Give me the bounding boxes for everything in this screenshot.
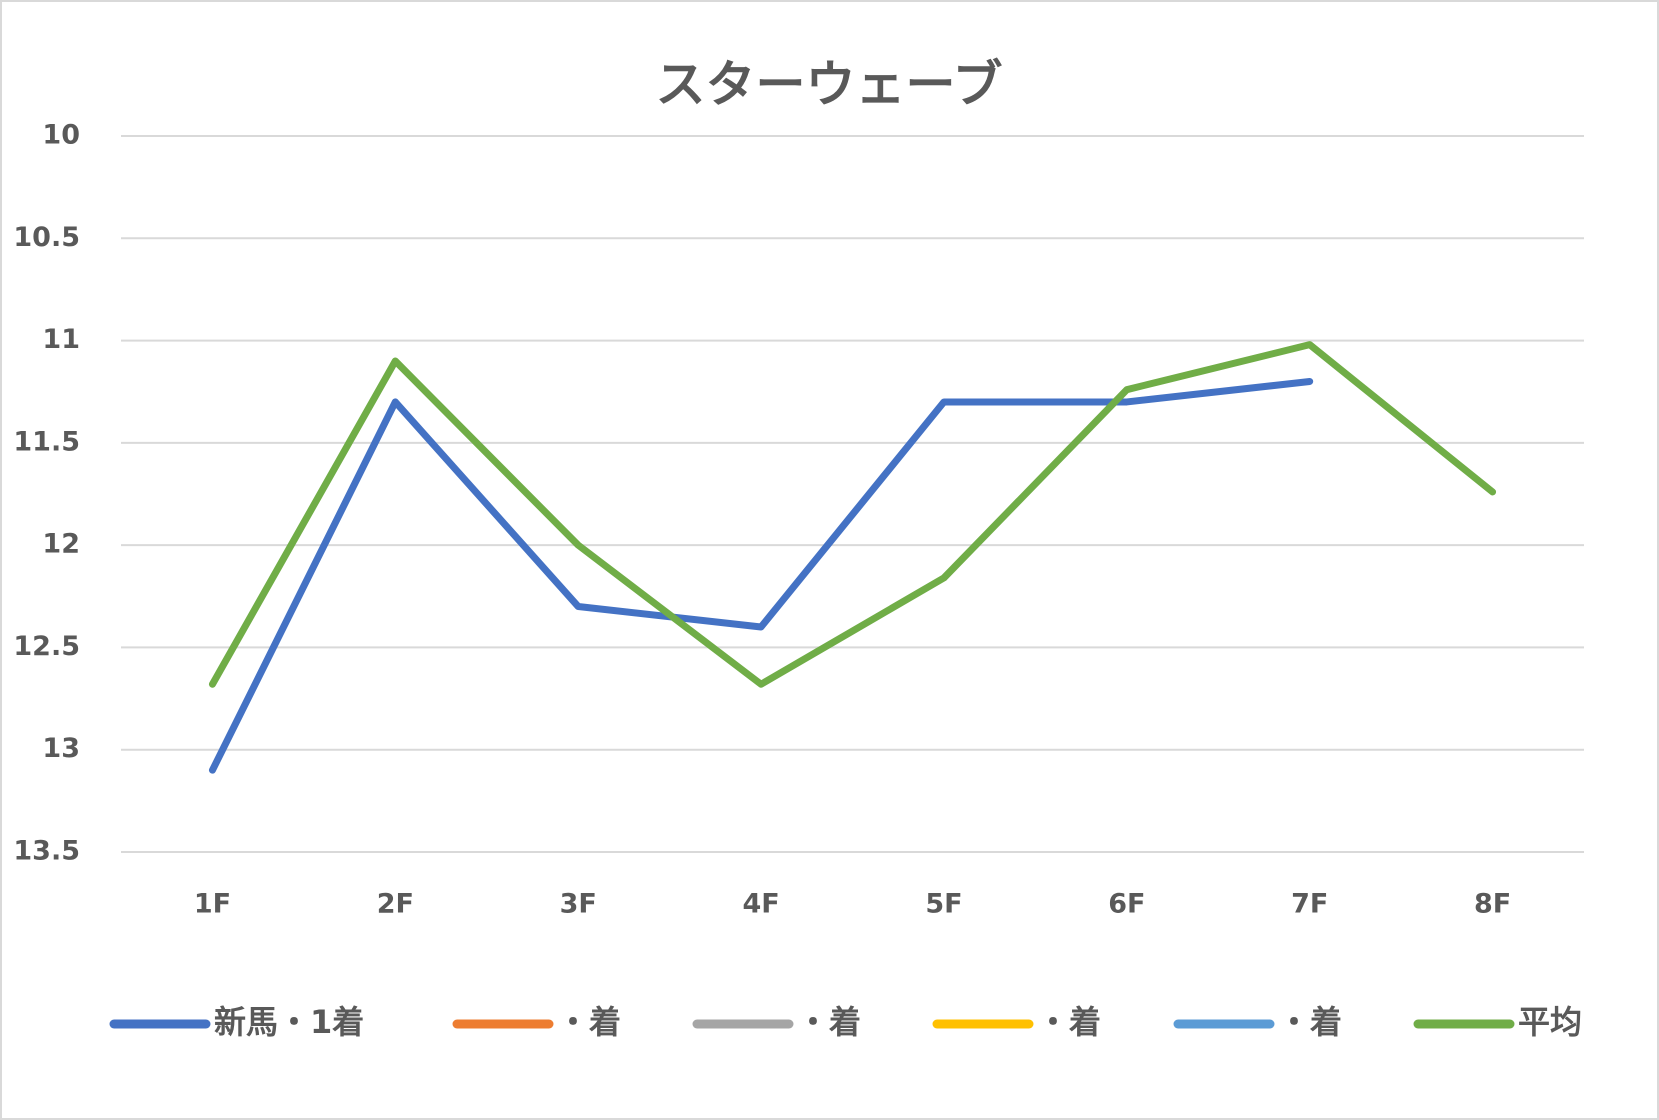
legend-label: ・着 — [1037, 1003, 1101, 1041]
y-tick-label: 11 — [42, 324, 80, 355]
x-tick-label: 8F — [1474, 889, 1511, 920]
y-tick-label: 13.5 — [13, 836, 80, 867]
x-tick-label: 6F — [1108, 889, 1145, 920]
series-line — [208, 341, 1497, 688]
x-tick-label: 7F — [1291, 889, 1328, 920]
chart-title: スターウェーブ — [656, 56, 1003, 114]
x-tick-label: 1F — [194, 889, 231, 920]
series-line — [208, 377, 1314, 774]
x-tick-label: 2F — [377, 889, 414, 920]
legend-label: 新馬・1着 — [214, 1003, 364, 1041]
legend-label: 平均 — [1518, 1003, 1582, 1041]
legend-label: ・着 — [1278, 1003, 1342, 1041]
legend-label: ・着 — [797, 1003, 861, 1041]
y-tick-label: 11.5 — [13, 426, 80, 457]
y-tick-label: 10 — [42, 120, 80, 151]
y-tick-label: 12.5 — [13, 631, 80, 662]
y-tick-label: 13 — [42, 733, 80, 764]
x-tick-label: 3F — [560, 889, 597, 920]
y-tick-label: 10.5 — [13, 222, 80, 253]
x-tick-label: 5F — [925, 889, 962, 920]
legend-label: ・着 — [557, 1003, 621, 1041]
x-tick-label: 4F — [742, 889, 779, 920]
y-tick-label: 12 — [42, 529, 80, 560]
